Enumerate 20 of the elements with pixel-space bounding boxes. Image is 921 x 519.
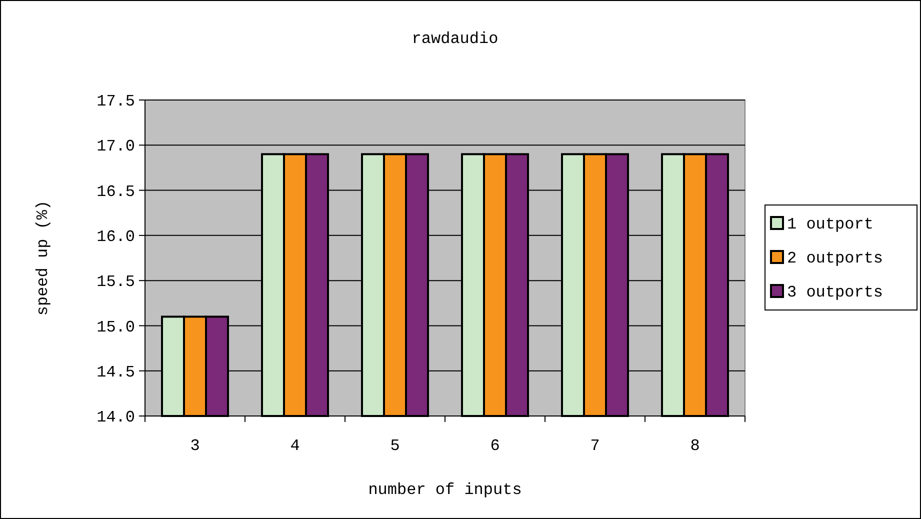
legend-label: 1 outport xyxy=(787,216,874,234)
y-tick-label: 17.0 xyxy=(96,138,135,156)
x-tick-label: 5 xyxy=(390,437,400,455)
y-tick-label: 16.0 xyxy=(96,228,135,246)
y-tick-label: 16.5 xyxy=(96,182,135,201)
y-axis-title: speed up (%) xyxy=(34,200,52,316)
y-tick-label: 15.5 xyxy=(96,273,135,292)
x-tick-label: 6 xyxy=(490,437,500,455)
y-tick-label: 14.5 xyxy=(96,363,135,382)
x-tick-label: 7 xyxy=(590,437,600,455)
x-tick-label: 3 xyxy=(190,437,200,455)
x-tick-label: 8 xyxy=(690,437,700,455)
y-tick-label: 17.5 xyxy=(96,92,135,111)
x-axis-title: number of inputs xyxy=(368,481,522,499)
y-tick-label: 14.0 xyxy=(96,408,135,427)
y-tick-label: 15.0 xyxy=(96,318,135,336)
chart-title: rawdaudio xyxy=(412,30,498,48)
legend-label: 2 outports xyxy=(787,250,884,268)
legend-label: 3 outports xyxy=(787,284,884,302)
x-tick-label: 4 xyxy=(290,437,300,455)
